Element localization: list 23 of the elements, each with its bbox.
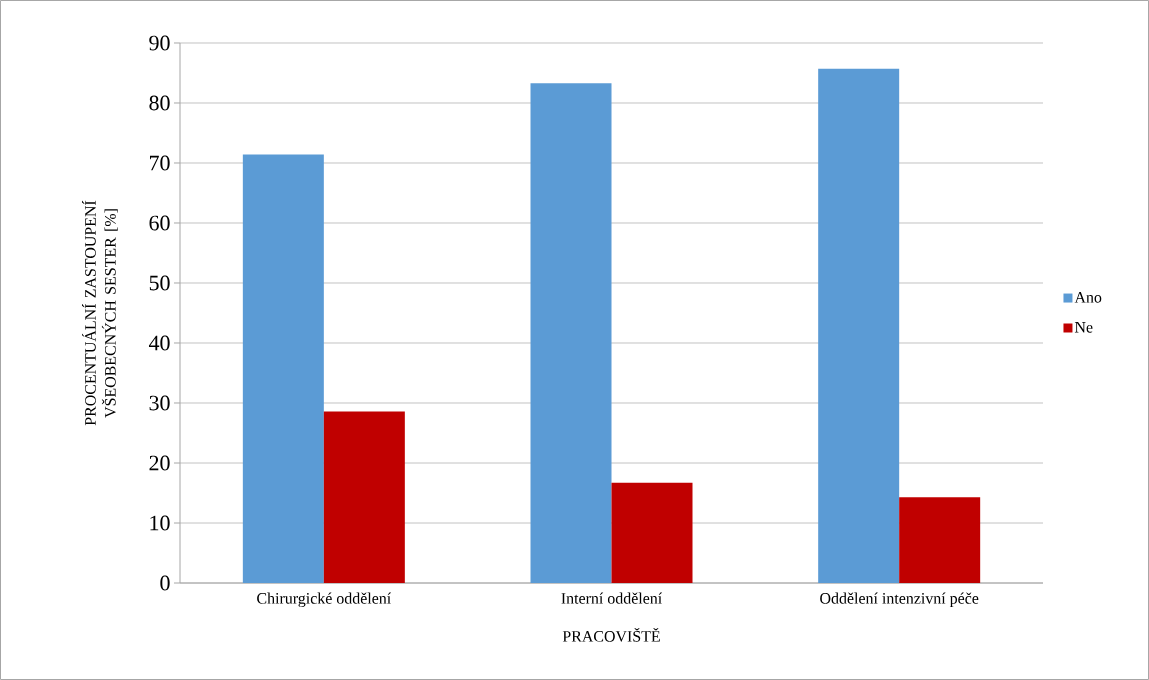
- y-axis-title: PROCENTUÁLNÍ ZASTOUPENÍ VŠEOBECNÝCH SESTER [%]: [81, 200, 118, 426]
- bar: [323, 411, 405, 583]
- bar: [818, 68, 900, 583]
- bar: [899, 497, 981, 583]
- x-tick-label: Oddělení intenzivní péče: [820, 592, 979, 607]
- y-tick-label: 10: [150, 515, 170, 531]
- y-tick-label: 70: [150, 155, 170, 171]
- x-axis-title: PRACOVIŠTĚ: [562, 627, 660, 642]
- y-tick-label: 40: [148, 335, 170, 351]
- y-tick-label: 0: [160, 575, 170, 591]
- x-tick-label: Chirurgické oddělení: [257, 592, 392, 608]
- y-tick-label: 90: [149, 35, 170, 51]
- y-tick-label: 20: [149, 455, 170, 471]
- bar: [611, 482, 693, 583]
- y-tick-label: 60: [149, 215, 170, 231]
- y-tick-label: 30: [149, 395, 170, 411]
- y-tick-label: 80: [149, 95, 170, 111]
- bar: [242, 154, 324, 583]
- bar: [530, 83, 612, 583]
- y-tick-label: 50: [149, 275, 170, 291]
- legend-label: Ne: [1074, 322, 1093, 333]
- legend-label: Ano: [1074, 292, 1102, 303]
- x-tick-label: Interní oddělení: [561, 592, 663, 604]
